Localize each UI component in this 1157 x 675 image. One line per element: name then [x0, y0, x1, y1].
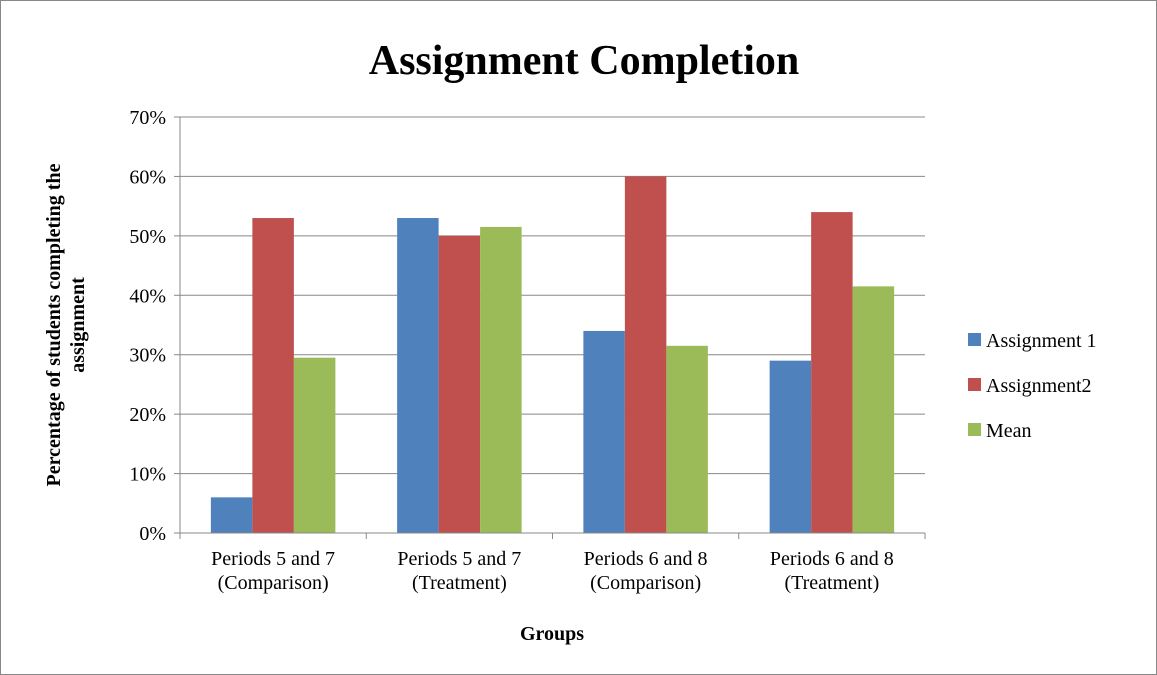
bar [769, 360, 812, 533]
legend-label: Mean [986, 420, 1032, 442]
y-tick-label: 50% [129, 226, 166, 248]
y-tick-label: 30% [129, 345, 166, 367]
legend-swatch [968, 333, 981, 346]
legend-label: Assignment 1 [986, 330, 1097, 352]
bar [624, 176, 667, 533]
y-tick-label: 20% [129, 404, 166, 426]
x-axis-label: Groups [520, 623, 584, 645]
bar [293, 357, 336, 533]
y-tick-label: 70% [129, 107, 166, 129]
bar [852, 286, 895, 533]
chart-title: Assignment Completion [369, 38, 800, 84]
legend-swatch [968, 423, 981, 436]
x-tick-label: Periods 6 and 8 (Comparison) [584, 548, 708, 594]
bar [397, 218, 439, 533]
x-tick-label: Periods 5 and 7 (Comparison) [211, 548, 335, 594]
bar [438, 235, 481, 533]
y-tick-label: 40% [129, 285, 166, 307]
bar [811, 212, 853, 534]
x-tick-label: Periods 6 and 8 (Treatment) [770, 548, 894, 594]
y-axis-label: Percentage of students completing the ass… [43, 163, 89, 486]
bar [210, 497, 253, 533]
bar [583, 330, 625, 533]
y-tick-label: 10% [129, 464, 166, 486]
bar [480, 226, 522, 533]
legend-swatch [968, 378, 981, 391]
bar [666, 345, 708, 533]
x-tick-label: Periods 5 and 7 (Treatment) [397, 548, 521, 594]
y-tick-label: 0% [139, 523, 166, 545]
legend-label: Assignment2 [986, 375, 1092, 397]
bar [252, 218, 294, 533]
y-tick-label: 60% [129, 166, 166, 188]
